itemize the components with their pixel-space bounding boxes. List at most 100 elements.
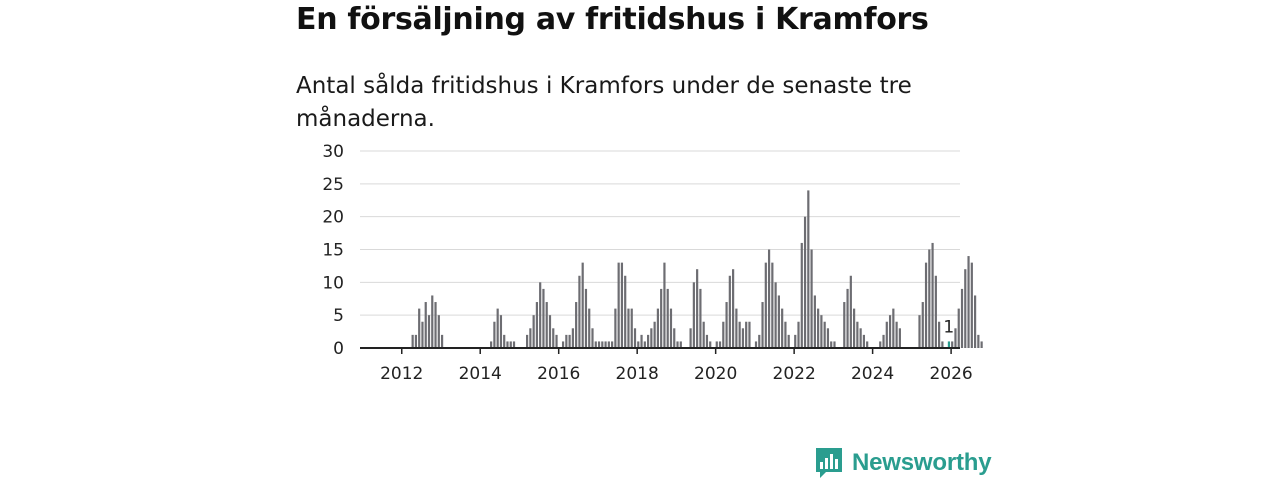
bar bbox=[552, 328, 555, 348]
bar bbox=[578, 275, 581, 348]
bar bbox=[679, 341, 682, 348]
bar bbox=[774, 282, 777, 348]
bar bbox=[604, 341, 607, 348]
bar bbox=[954, 328, 957, 348]
bar bbox=[771, 262, 774, 348]
bar bbox=[738, 321, 741, 348]
bar bbox=[509, 341, 512, 348]
bar bbox=[660, 288, 663, 348]
bar bbox=[427, 315, 431, 348]
bar bbox=[735, 308, 738, 348]
x-tick-label: 2018 bbox=[616, 364, 659, 384]
bar bbox=[424, 302, 427, 348]
bar bbox=[643, 341, 646, 348]
bar bbox=[673, 328, 676, 348]
bar bbox=[617, 262, 620, 348]
bar bbox=[741, 328, 745, 348]
bars bbox=[411, 190, 983, 348]
bar bbox=[565, 334, 568, 348]
bar bbox=[591, 328, 594, 348]
bar bbox=[843, 302, 846, 348]
bar bbox=[947, 341, 951, 348]
bar bbox=[892, 308, 895, 348]
bar bbox=[418, 308, 421, 348]
bar bbox=[951, 341, 954, 348]
bar bbox=[630, 308, 633, 348]
brand-logo[interactable]: Newsworthy bbox=[814, 446, 992, 480]
bar bbox=[705, 334, 709, 348]
bar bbox=[813, 295, 816, 348]
bar bbox=[588, 308, 591, 348]
bar bbox=[499, 315, 503, 348]
bar bbox=[758, 334, 761, 348]
chart-subtitle: Antal sålda fritidshus i Kramfors under … bbox=[296, 73, 912, 132]
chart-title: En försäljning av fritidshus i Kramfors bbox=[296, 2, 929, 37]
y-axis-ticks: 0 5 10 15 20 25 30 bbox=[322, 142, 344, 359]
bar bbox=[653, 321, 656, 348]
bar bbox=[539, 282, 542, 348]
bar bbox=[663, 262, 666, 348]
bar bbox=[633, 328, 637, 348]
bar bbox=[957, 308, 960, 348]
bar bbox=[561, 341, 565, 348]
bar bbox=[421, 321, 424, 348]
bar bbox=[597, 341, 601, 348]
bar bbox=[934, 275, 937, 348]
bar bbox=[581, 262, 584, 348]
bar bbox=[542, 288, 545, 348]
x-tick-label: 2016 bbox=[537, 364, 580, 384]
bar bbox=[490, 341, 493, 348]
bar bbox=[931, 242, 934, 348]
bar bbox=[584, 288, 588, 348]
bar bbox=[607, 341, 610, 348]
bar bbox=[437, 315, 440, 348]
x-tick-label: 2022 bbox=[773, 364, 816, 384]
bar bbox=[938, 321, 941, 348]
bar bbox=[650, 328, 653, 348]
y-tick-label: 15 bbox=[322, 241, 344, 261]
bar bbox=[702, 321, 705, 348]
bar bbox=[820, 315, 823, 348]
bar bbox=[817, 308, 820, 348]
bar bbox=[640, 334, 643, 348]
bar bbox=[512, 341, 516, 348]
bar bbox=[440, 334, 444, 348]
bar bbox=[973, 295, 977, 348]
bar bbox=[784, 321, 787, 348]
bar bbox=[918, 315, 921, 348]
x-tick-label: 2014 bbox=[459, 364, 502, 384]
bar bbox=[555, 334, 558, 348]
bar bbox=[882, 334, 885, 348]
bar bbox=[866, 341, 869, 348]
bar bbox=[414, 334, 418, 348]
bar bbox=[748, 321, 751, 348]
bar bbox=[614, 308, 617, 348]
x-axis-ticks: 2012 2014 2016 2018 2020 2022 2024 2026 bbox=[380, 348, 973, 384]
bar bbox=[928, 249, 931, 348]
bar bbox=[879, 341, 882, 348]
bar bbox=[787, 334, 790, 348]
bar bbox=[767, 249, 771, 348]
bar bbox=[601, 341, 604, 348]
bar bbox=[826, 328, 830, 348]
bar bbox=[803, 216, 807, 348]
bar bbox=[745, 321, 748, 348]
bar bbox=[676, 341, 679, 348]
bar bbox=[885, 321, 888, 348]
y-tick-label: 5 bbox=[333, 306, 344, 326]
bar bbox=[718, 341, 722, 348]
bar bbox=[960, 288, 964, 348]
bar bbox=[722, 321, 725, 348]
bar bbox=[715, 341, 718, 348]
bar bbox=[862, 334, 866, 348]
bar bbox=[967, 256, 970, 348]
bar bbox=[493, 321, 496, 348]
bar bbox=[761, 302, 764, 348]
bar bbox=[800, 242, 803, 348]
bar bbox=[568, 334, 571, 348]
bar bbox=[692, 282, 695, 348]
bar bbox=[545, 302, 548, 348]
bar bbox=[781, 308, 784, 348]
y-tick-label: 0 bbox=[333, 339, 344, 359]
